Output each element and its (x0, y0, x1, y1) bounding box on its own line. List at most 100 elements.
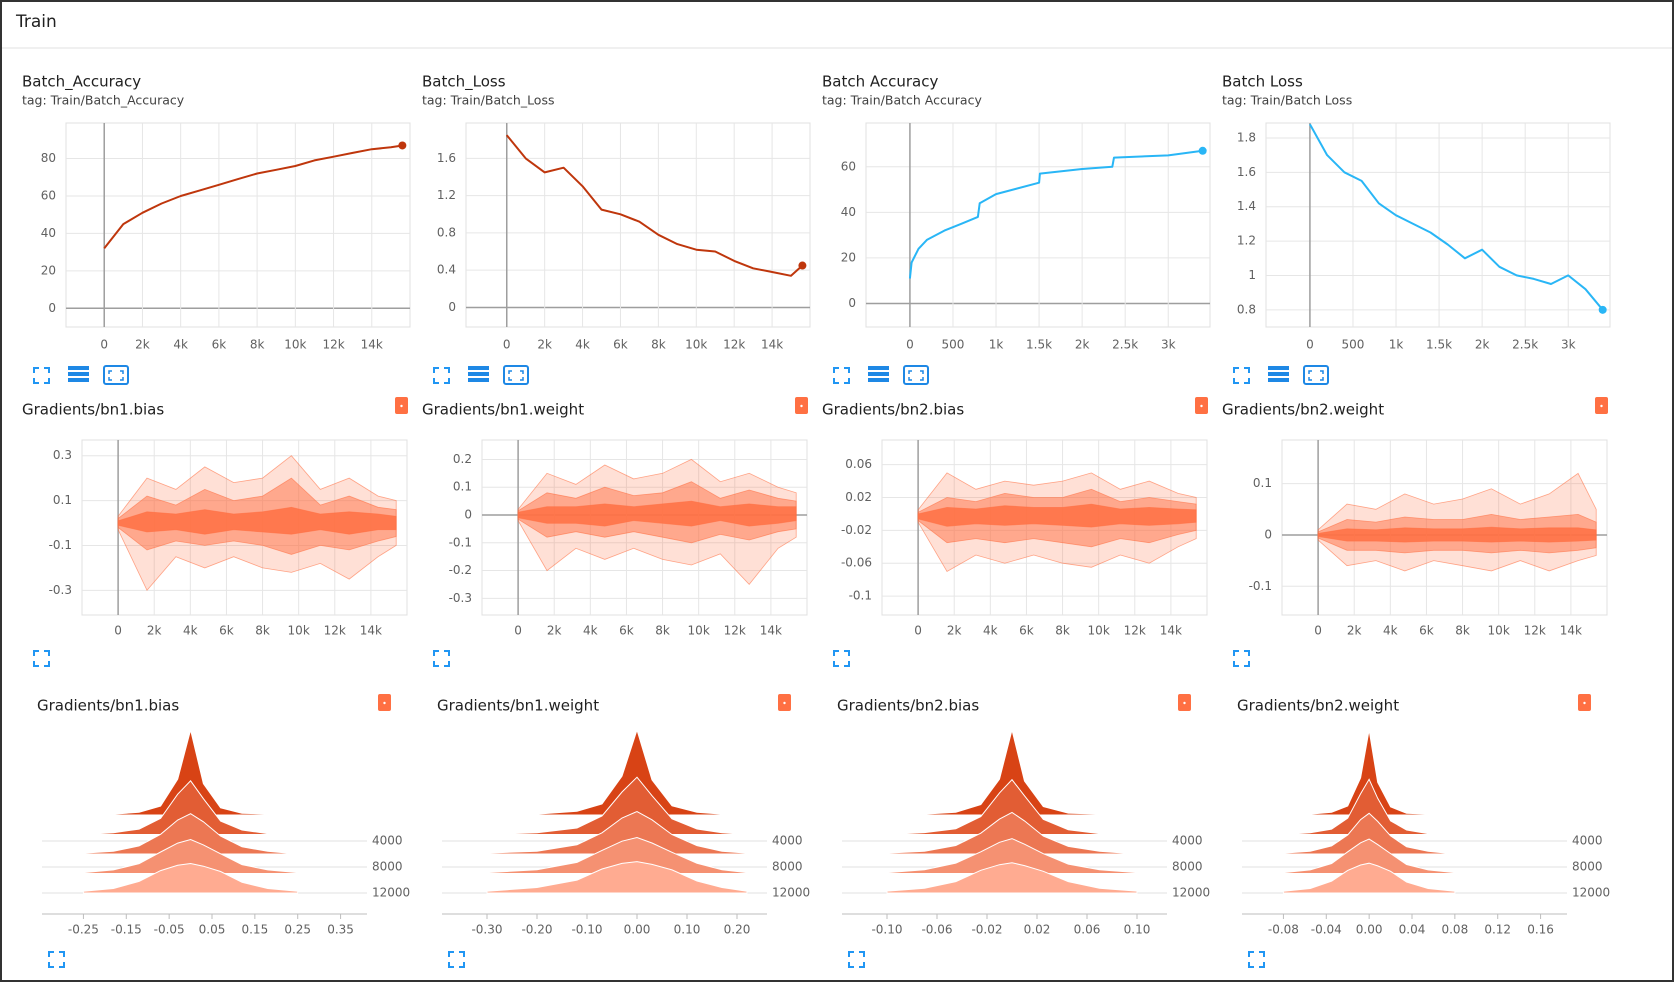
x-tick-label: 2k (1347, 624, 1362, 638)
color-badge[interactable] (778, 694, 791, 711)
section-title[interactable]: Train (15, 12, 57, 32)
fit-domain-button[interactable] (503, 365, 529, 385)
end-point (1198, 146, 1207, 155)
color-badge[interactable] (1195, 397, 1208, 414)
color-badge[interactable] (395, 397, 408, 414)
badge-dot (783, 701, 786, 705)
fullscreen-button[interactable] (33, 367, 50, 384)
fullscreen-button[interactable] (1248, 951, 1265, 968)
fullscreen-button[interactable] (848, 951, 865, 968)
x-tick-label: -0.10 (871, 923, 902, 937)
toggle-log-button[interactable] (68, 366, 89, 382)
fullscreen-icon (848, 951, 865, 968)
y-tick-label: 0.1 (53, 493, 72, 507)
x-tick-label: 10k (1488, 624, 1510, 638)
fullscreen-button[interactable] (833, 367, 850, 384)
plot-frame (865, 122, 1211, 328)
end-point (798, 261, 807, 270)
x-tick-label: -0.04 (1311, 923, 1342, 937)
color-badge[interactable] (1178, 694, 1191, 711)
histogram-ridge (1282, 862, 1456, 894)
icon-corners (908, 370, 924, 381)
fullscreen-button[interactable] (1233, 650, 1250, 667)
chart-title: Gradients/bn1.weight (437, 697, 599, 715)
y-tick-label: 8000 (372, 860, 403, 874)
color-badge[interactable] (1578, 694, 1591, 711)
histogram-ridge (486, 776, 748, 835)
x-tick-label: -0.08 (1268, 923, 1299, 937)
icon-bar (868, 372, 889, 376)
x-tick-label: 4k (1383, 624, 1398, 638)
histogram-ridge (886, 811, 1138, 855)
chart-title: Gradients/bn2.weight (1222, 401, 1384, 419)
x-tick-label: 6k (219, 624, 234, 638)
y-tick-label: 20 (41, 263, 56, 277)
x-tick-label: -0.02 (971, 923, 1002, 937)
y-tick-label: 40 (41, 226, 56, 240)
end-point (1598, 305, 1607, 314)
y-tick-label: 1.6 (1237, 165, 1256, 179)
chart-title: Batch_Accuracy (22, 73, 141, 92)
x-tick-label: 0 (100, 338, 108, 352)
histogram-ridge (82, 813, 298, 855)
x-tick-label: 2.5k (1512, 338, 1538, 352)
x-tick-label: 2k (547, 624, 562, 638)
fullscreen-button[interactable] (33, 650, 50, 667)
fullscreen-button[interactable] (433, 367, 450, 384)
x-tick-label: 500 (1342, 338, 1365, 352)
y-tick-label: 0.1 (1253, 476, 1272, 490)
x-tick-label: 0.02 (1024, 923, 1051, 937)
x-tick-label: 4k (183, 624, 198, 638)
y-tick-label: 8000 (772, 860, 803, 874)
y-tick-label: 8000 (1572, 860, 1603, 874)
y-tick-label: 1.8 (1237, 130, 1256, 144)
x-tick-label: 0.08 (1441, 923, 1468, 937)
fit-domain-button[interactable] (1303, 365, 1329, 385)
x-tick-label: 0.15 (241, 923, 268, 937)
x-tick-label: 3k (1561, 338, 1576, 352)
x-tick-label: 0 (1314, 624, 1322, 638)
icon-bar (468, 372, 489, 376)
y-tick-label: 0.4 (437, 263, 456, 277)
badge-dot (1600, 404, 1603, 408)
y-tick-label: 20 (841, 250, 856, 264)
color-badge[interactable] (1595, 397, 1608, 414)
chart-title: Batch Loss (1222, 73, 1303, 91)
x-tick-label: 14k (761, 338, 783, 352)
x-tick-label: 12k (322, 338, 344, 352)
x-tick-label: 0 (503, 338, 511, 352)
x-tick-label: 8k (655, 624, 670, 638)
fit-domain-button[interactable] (903, 365, 929, 385)
chart-subtitle: tag: Train/Batch_Loss (422, 93, 554, 108)
x-tick-label: 6k (613, 338, 628, 352)
fullscreen-button[interactable] (1233, 367, 1250, 384)
histogram-ridge (83, 780, 298, 835)
toggle-log-button[interactable] (468, 366, 489, 382)
fullscreen-button[interactable] (433, 650, 450, 667)
x-tick-label: 1.5k (1026, 338, 1052, 352)
fullscreen-button[interactable] (448, 951, 465, 968)
x-tick-label: 8k (651, 338, 666, 352)
x-tick-label: 0.25 (284, 923, 311, 937)
color-badge[interactable] (378, 694, 391, 711)
toggle-log-button[interactable] (1268, 366, 1289, 382)
x-tick-label: 10k (288, 624, 310, 638)
fullscreen-icon (1233, 367, 1250, 384)
histogram-ridge (886, 729, 1138, 816)
color-badge[interactable] (795, 397, 808, 414)
x-tick-label: 0 (914, 624, 922, 638)
histogram-ridge (886, 838, 1138, 874)
icon-box (1303, 365, 1329, 385)
x-tick-label: 2k (147, 624, 162, 638)
fullscreen-button[interactable] (833, 650, 850, 667)
chart-title: Batch_Loss (422, 73, 506, 92)
x-tick-label: 0.00 (624, 923, 651, 937)
fullscreen-button[interactable] (48, 951, 65, 968)
x-tick-label: 4k (583, 624, 598, 638)
fit-domain-button[interactable] (103, 365, 129, 385)
x-tick-label: 10k (1088, 624, 1110, 638)
toggle-log-button[interactable] (868, 366, 889, 382)
histogram-ridge (83, 729, 298, 816)
x-tick-label: 6k (212, 338, 227, 352)
